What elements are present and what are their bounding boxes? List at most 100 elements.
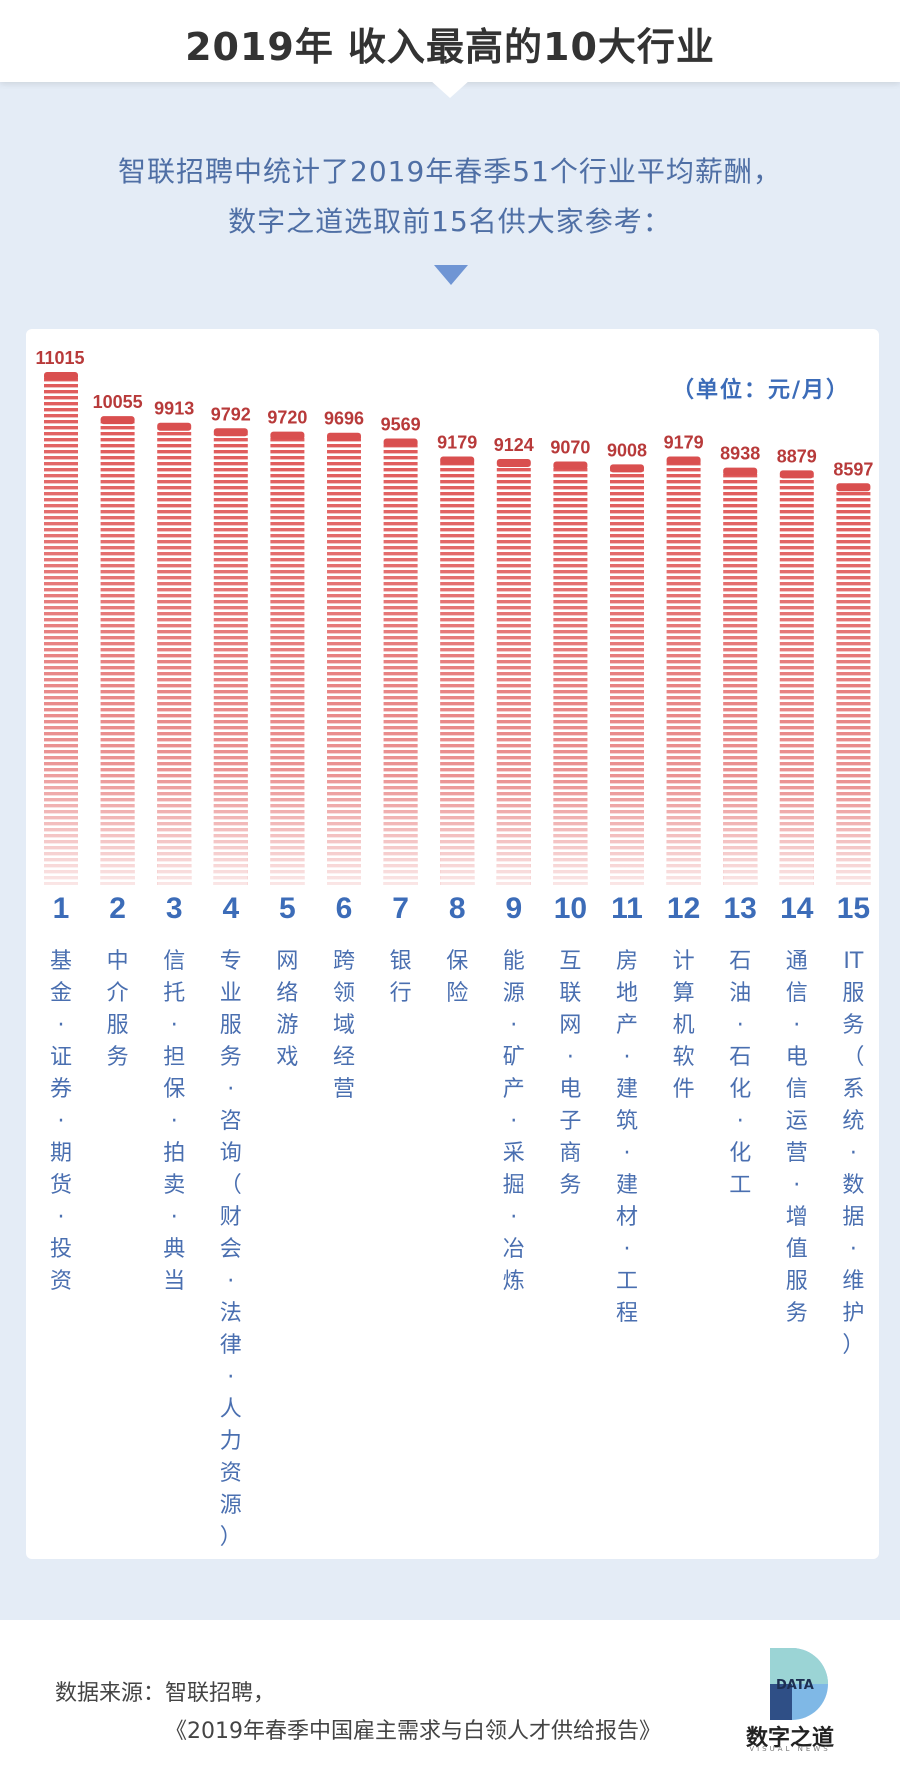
bar-group: 8597 15 IT 服务（系统·数据·维护） <box>833 459 873 1358</box>
value-label: 9008 <box>607 440 647 460</box>
category-label: 中介服务 <box>107 949 129 1070</box>
value-label: 9179 <box>437 433 477 453</box>
bar-fade <box>836 489 871 885</box>
rank-label: 7 <box>392 892 409 925</box>
bar-cap <box>496 459 531 468</box>
bar-cap <box>327 432 361 441</box>
category-label: 通信·电信运营·增值服务 <box>786 949 808 1326</box>
category-label: 互联网·电子商务 <box>559 949 581 1198</box>
source-line-1: 数据来源：智联招聘， <box>55 1681 276 1706</box>
bar-group: 9696 6 跨领域经营 <box>324 409 364 1102</box>
bar-fade <box>779 476 814 885</box>
value-label: 8938 <box>720 444 760 464</box>
rank-label: 11 <box>611 892 643 925</box>
bar-fade <box>666 462 701 885</box>
bar-cap <box>213 428 248 437</box>
bar-cap <box>270 431 305 440</box>
category-label: 能源·矿产·采掘·冶炼 <box>503 949 525 1294</box>
rank-label: 10 <box>554 892 587 925</box>
value-label: 9179 <box>664 433 704 453</box>
rank-label: 14 <box>780 892 814 925</box>
value-label: 9696 <box>324 409 364 429</box>
salary-bar-chart: 11015 1 基金·证券·期货·投资 10055 2 中介服务 9913 3 信托·担保·拍卖… <box>35 348 873 1550</box>
bar-fade <box>327 438 361 885</box>
rank-label: 4 <box>222 892 239 925</box>
bar-cap <box>553 461 588 470</box>
bar-group: 9070 10 互联网·电子商务 <box>550 438 590 1198</box>
logo-mark: DATA <box>776 1678 814 1693</box>
category-label: 石油·石化·化工 <box>729 949 751 1198</box>
value-label: 9913 <box>154 399 194 419</box>
rank-label: 3 <box>166 892 183 925</box>
bar-cap <box>440 456 475 465</box>
bar-fade <box>270 437 305 885</box>
bar-fade <box>213 434 248 885</box>
category-label: 基金·证券·期货·投资 <box>50 949 72 1294</box>
down-arrow-icon <box>434 265 468 285</box>
logo-name: 数字之道 <box>745 1726 834 1751</box>
value-label: 9124 <box>494 435 534 455</box>
page-title: 2019年 收入最高的10大行业 <box>185 25 715 69</box>
value-label: 11015 <box>35 348 84 368</box>
rank-label: 5 <box>279 892 296 925</box>
bar-fade <box>383 444 418 885</box>
bar-cap <box>44 372 78 380</box>
footer: 数据来源：智联招聘， 《2019年春季中国雇主需求与白领人才供给报告》 DATA… <box>0 1620 900 1772</box>
bar-cap <box>779 470 814 479</box>
intro-line-1: 智联招聘中统计了2019年春季51个行业平均薪酬， <box>118 155 782 188</box>
bar-group: 8938 13 石油·石化·化工 <box>720 444 760 1198</box>
rank-label: 2 <box>109 892 126 925</box>
source-line-2: 《2019年春季中国雇主需求与白领人才供给报告》 <box>165 1719 661 1744</box>
bar-cap <box>666 456 701 465</box>
data-source: 数据来源：智联招聘， 《2019年春季中国雇主需求与白领人才供给报告》 <box>55 1675 661 1751</box>
bar-cap <box>100 416 135 425</box>
bar-cap <box>723 467 758 476</box>
bar-fade <box>610 470 644 885</box>
value-label: 10055 <box>93 392 143 412</box>
bar-group: 9179 12 计算机软件 <box>664 433 704 1102</box>
category-label: 房地产·建筑·建材·工程 <box>616 949 638 1326</box>
value-label: 9720 <box>267 408 307 428</box>
bar-group: 9179 8 保险 <box>437 433 477 1006</box>
category-label: 专业服务·咨询（财会·法律·人力资源） <box>220 949 242 1550</box>
category-label: 网络游戏 <box>276 949 298 1070</box>
logo-d-icon: DATA <box>770 1648 828 1720</box>
value-label: 9070 <box>550 438 590 458</box>
bar-group: 9124 9 能源·矿产·采掘·冶炼 <box>494 435 534 1294</box>
logo-sub: VISUAL NEWS <box>749 1745 831 1753</box>
bar-cap <box>836 483 871 492</box>
bar-cap <box>157 422 192 431</box>
value-label: 8597 <box>833 459 873 479</box>
rank-label: 9 <box>505 892 522 925</box>
bar-group: 10055 2 中介服务 <box>93 392 143 1070</box>
unit-label: （单位：元/月） <box>671 378 850 403</box>
bar-fade <box>157 428 192 885</box>
category-label: 跨领域经营 <box>333 949 355 1102</box>
logo: DATA 数字之道 VISUAL NEWS <box>730 1642 850 1753</box>
bar-group: 9008 11 房地产·建筑·建材·工程 <box>607 440 647 1326</box>
category-label: 保险 <box>446 949 468 1006</box>
value-label: 9569 <box>381 415 421 435</box>
bar-fade <box>723 473 758 885</box>
bar-group: 8879 14 通信·电信运营·增值服务 <box>777 446 817 1326</box>
bar-cap <box>383 438 418 447</box>
bar-group: 11015 1 基金·证券·期货·投资 <box>35 348 84 1294</box>
rank-label: 12 <box>667 892 700 925</box>
bar-cap <box>610 464 644 473</box>
rank-label: 15 <box>837 892 870 925</box>
bar-fade <box>100 422 135 885</box>
category-label: 信托·担保·拍卖·典当 <box>163 949 185 1294</box>
rank-label: 6 <box>336 892 353 925</box>
rank-label: 1 <box>53 892 70 925</box>
bar-fade <box>44 378 78 885</box>
bar-group: 9913 3 信托·担保·拍卖·典当 <box>154 399 194 1294</box>
category-label: 计算机软件 <box>673 949 695 1102</box>
header-notch <box>430 80 470 98</box>
bar-fade <box>496 465 531 885</box>
bar-group: 9569 7 银行 <box>381 415 421 1006</box>
bar-group: 9792 4 专业服务·咨询（财会·法律·人力资源） <box>211 404 251 1550</box>
bar-group: 9720 5 网络游戏 <box>267 408 307 1070</box>
bar-fade <box>553 467 588 885</box>
intro-line-2: 数字之道选取前15名供大家参考： <box>228 205 672 238</box>
value-label: 8879 <box>777 446 817 466</box>
